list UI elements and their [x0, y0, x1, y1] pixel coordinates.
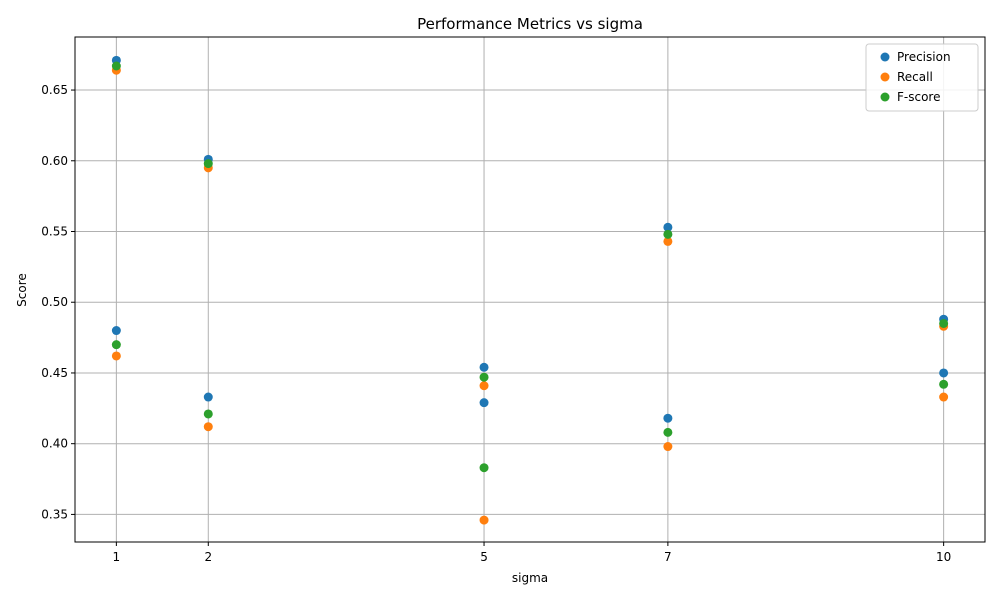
- legend: Precision Recall F-score: [865, 43, 979, 112]
- legend-marker: [880, 72, 890, 82]
- y-tick-label: 0.55: [41, 225, 68, 239]
- data-point: [111, 326, 121, 336]
- x-tick-label: 10: [936, 550, 951, 564]
- x-tick-label: 1: [113, 550, 121, 564]
- data-point: [479, 398, 489, 408]
- data-point: [203, 422, 213, 432]
- data-point: [203, 392, 213, 402]
- plot-frame: [74, 36, 986, 543]
- chart-title: Performance Metrics vs sigma: [417, 15, 643, 33]
- x-tick-label: 5: [480, 550, 488, 564]
- y-axis-ticks: 0.35 0.40 0.45 0.50 0.55 0.60 0.65: [41, 83, 75, 521]
- x-tick-label: 2: [204, 550, 212, 564]
- x-tick-label: 7: [664, 550, 672, 564]
- y-axis-label: Score: [15, 273, 29, 307]
- data-point: [663, 236, 673, 246]
- data-point: [663, 413, 673, 423]
- data-point: [663, 427, 673, 437]
- series-recall: [111, 65, 949, 525]
- y-tick-label: 0.50: [41, 295, 68, 309]
- y-tick-label: 0.35: [41, 507, 68, 521]
- data-point: [479, 381, 489, 391]
- series-f-score: [111, 61, 949, 473]
- data-point: [663, 442, 673, 452]
- x-axis-label: sigma: [512, 571, 548, 585]
- data-point: [939, 318, 949, 328]
- data-point: [479, 463, 489, 473]
- data-point: [203, 409, 213, 419]
- x-axis-ticks: 1 2 5 7 10: [113, 542, 951, 564]
- y-tick-label: 0.40: [41, 437, 68, 451]
- data-point: [111, 340, 121, 350]
- data-point: [479, 362, 489, 372]
- legend-marker: [880, 52, 890, 62]
- legend-label: Precision: [897, 50, 951, 64]
- grid-lines: [75, 37, 985, 542]
- data-point: [111, 61, 121, 71]
- y-tick-label: 0.60: [41, 154, 68, 168]
- legend-marker: [880, 92, 890, 102]
- data-point: [939, 379, 949, 389]
- legend-label: Recall: [897, 70, 933, 84]
- series-precision: [111, 55, 949, 423]
- data-point: [939, 368, 949, 378]
- y-tick-label: 0.65: [41, 83, 68, 97]
- data-point: [663, 229, 673, 239]
- y-tick-label: 0.45: [41, 366, 68, 380]
- data-point: [111, 351, 121, 361]
- data-points: [111, 55, 949, 525]
- legend-box: [865, 43, 979, 112]
- data-point: [663, 222, 673, 232]
- legend-label: F-score: [897, 90, 940, 104]
- data-point: [203, 159, 213, 169]
- data-point: [939, 392, 949, 402]
- data-point: [479, 515, 489, 525]
- data-point: [479, 372, 489, 382]
